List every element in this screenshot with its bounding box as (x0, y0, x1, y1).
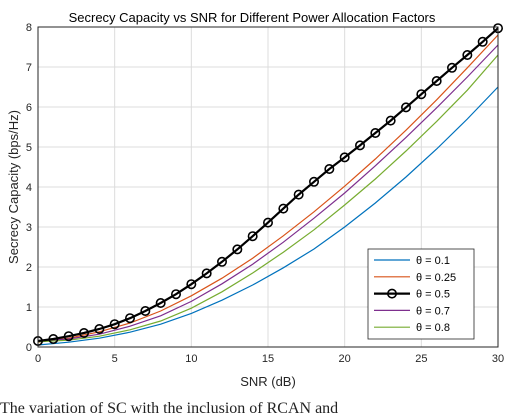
grid (38, 27, 498, 347)
series-line-1 (37, 34, 499, 343)
series-2-point-27 (446, 62, 457, 73)
series-layer (32, 23, 503, 346)
series-2-point-14 (247, 231, 258, 242)
y-tick-label-7: 7 (26, 62, 32, 74)
series-2-point-6 (125, 313, 136, 324)
legend-label-4: θ = 0.8 (416, 322, 450, 334)
series-2-point-16 (278, 203, 289, 214)
legend: θ = 0.1 θ = 0.25 θ = 0.5 θ = 0.7 θ = 0.8 (367, 248, 475, 340)
legend-entry-3: θ = 0.7 (374, 305, 450, 317)
legend-marker-2 (386, 288, 397, 299)
series-2-point-15 (262, 217, 273, 228)
series-2-point-28 (462, 49, 473, 60)
series-2-point-21 (354, 140, 365, 151)
series-2-point-12 (217, 256, 228, 267)
series-2-point-18 (308, 176, 319, 187)
x-tick-label-6: 30 (492, 353, 504, 365)
legend-entry-4: θ = 0.8 (374, 322, 450, 334)
y-tick-label-6: 6 (26, 102, 32, 114)
series-2-point-22 (370, 128, 381, 139)
series-2-point-20 (339, 152, 350, 163)
series-1 (37, 34, 499, 343)
y-tick-label-0: 0 (26, 342, 32, 354)
series-2-point-5 (109, 319, 120, 330)
series-2-point-23 (385, 115, 396, 126)
series-2-point-11 (201, 268, 212, 279)
legend-label-3: θ = 0.7 (416, 305, 450, 317)
series-0 (37, 86, 499, 346)
series-2 (32, 23, 503, 346)
series-line-3 (37, 44, 499, 342)
x-axis-label: SNR (dB) (240, 374, 296, 389)
x-tick-label-2: 10 (185, 353, 197, 365)
chart-title: Secrecy Capacity vs SNR for Different Po… (69, 10, 436, 25)
legend-label-0: θ = 0.1 (416, 255, 450, 267)
legend-entry-0: θ = 0.1 (374, 255, 450, 267)
series-2-point-29 (477, 36, 488, 47)
y-tick-label-2: 2 (26, 262, 32, 274)
y-axis-label: Secrecy Capacity (bps/Hz) (6, 110, 21, 264)
y-tick-label-1: 1 (26, 302, 32, 314)
series-2-point-13 (232, 244, 243, 255)
series-2-point-8 (155, 297, 166, 308)
figure-caption: The variation of SC with the inclusion o… (0, 400, 339, 414)
x-tick-label-1: 5 (112, 353, 118, 365)
y-tick-label-3: 3 (26, 222, 32, 234)
x-tick-label-3: 15 (262, 353, 274, 365)
legend-label-1: θ = 0.25 (416, 272, 456, 284)
series-line-2 (37, 27, 499, 343)
series-2-point-26 (431, 76, 442, 87)
series-2-point-19 (324, 164, 335, 175)
y-tick-label-5: 5 (26, 142, 32, 154)
x-tick-label-5: 25 (415, 353, 427, 365)
series-2-point-1 (48, 333, 59, 344)
series-2-point-17 (293, 189, 304, 200)
series-2-point-4 (94, 323, 105, 334)
legend-entry-1: θ = 0.25 (374, 272, 456, 284)
y-tick-label-8: 8 (26, 22, 32, 34)
x-tick-labels: 0 5 10 15 20 25 30 (35, 353, 504, 365)
legend-entry-2: θ = 0.5 (374, 288, 450, 301)
series-line-0 (37, 86, 499, 346)
series-2-point-2 (63, 331, 74, 342)
series-4 (37, 54, 499, 343)
y-tick-label-4: 4 (26, 182, 32, 194)
series-2-point-25 (416, 89, 427, 100)
series-2-point-3 (79, 327, 90, 338)
series-2-point-7 (140, 305, 151, 316)
series-line-4 (37, 54, 499, 343)
series-2-point-10 (186, 279, 197, 290)
plot-frame (37, 26, 499, 348)
series-2-point-9 (171, 289, 182, 300)
series-3 (37, 44, 499, 342)
x-tick-label-0: 0 (35, 353, 41, 365)
y-tick-labels: 0 1 2 3 4 5 6 7 8 (26, 22, 32, 354)
series-2-point-24 (400, 102, 411, 113)
legend-label-2: θ = 0.5 (416, 289, 450, 301)
x-tick-label-4: 20 (339, 353, 351, 365)
